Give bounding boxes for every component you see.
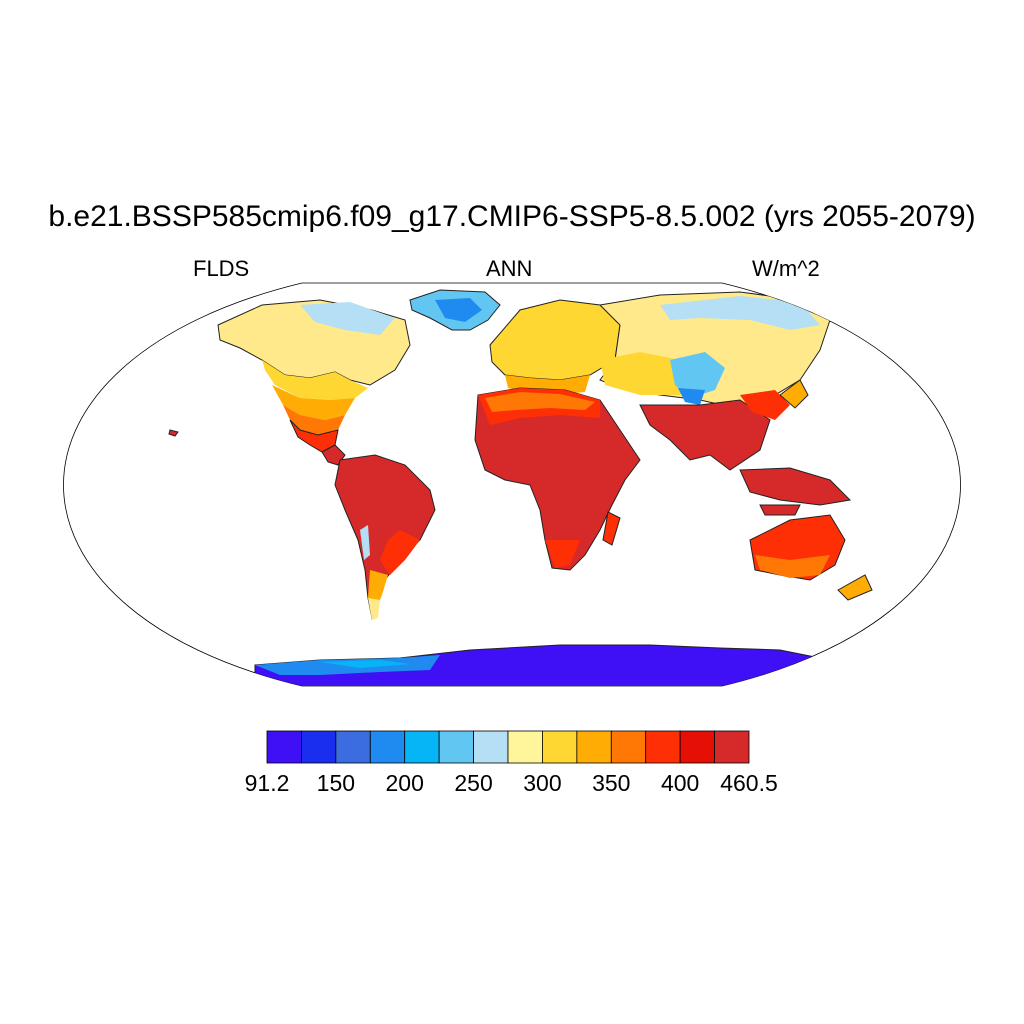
- maritime-continent: [739, 467, 852, 516]
- colorbar-swatch: [610, 730, 647, 764]
- colorbar-label: 460.5: [720, 770, 778, 796]
- colorbar-swatch: [266, 730, 302, 764]
- colorbar: [266, 730, 750, 764]
- australia: [749, 514, 873, 601]
- colorbar-swatch: [404, 730, 440, 764]
- colorbar-label: 400: [660, 770, 700, 796]
- colorbar-swatch: [679, 730, 715, 764]
- north-america: [217, 299, 411, 466]
- colorbar-label: 250: [454, 770, 493, 796]
- colorbar-swatch: [714, 730, 750, 764]
- units-label: W/m^2: [752, 256, 820, 281]
- antarctica: [254, 644, 901, 686]
- colorbar-label: 300: [523, 770, 562, 796]
- colorbar-label: 200: [385, 770, 424, 796]
- season-label: ANN: [486, 256, 533, 281]
- south-america: [334, 454, 436, 620]
- colorbar-swatch: [335, 730, 371, 764]
- plot-title: b.e21.BSSP585cmip6.f09_g17.CMIP6-SSP5-8.…: [48, 200, 976, 233]
- colorbar-swatch: [369, 730, 406, 764]
- colorbar-label: 350: [592, 770, 631, 796]
- greenland: [409, 289, 501, 331]
- colorbar-swatch: [576, 730, 612, 764]
- colorbar-swatch: [542, 730, 578, 764]
- colorbar-label: 91.2: [244, 770, 290, 796]
- colorbar-swatch: [645, 730, 681, 764]
- colorbar-swatch: [438, 730, 474, 764]
- colorbar-swatch: [473, 730, 509, 764]
- asia: [598, 291, 831, 471]
- colorbar-swatch: [507, 730, 543, 764]
- colorbar-swatch: [301, 730, 337, 764]
- colorbar-label: 150: [316, 770, 356, 796]
- hawaii: [168, 429, 179, 437]
- variable-label: FLDS: [193, 256, 250, 281]
- africa: [474, 387, 641, 571]
